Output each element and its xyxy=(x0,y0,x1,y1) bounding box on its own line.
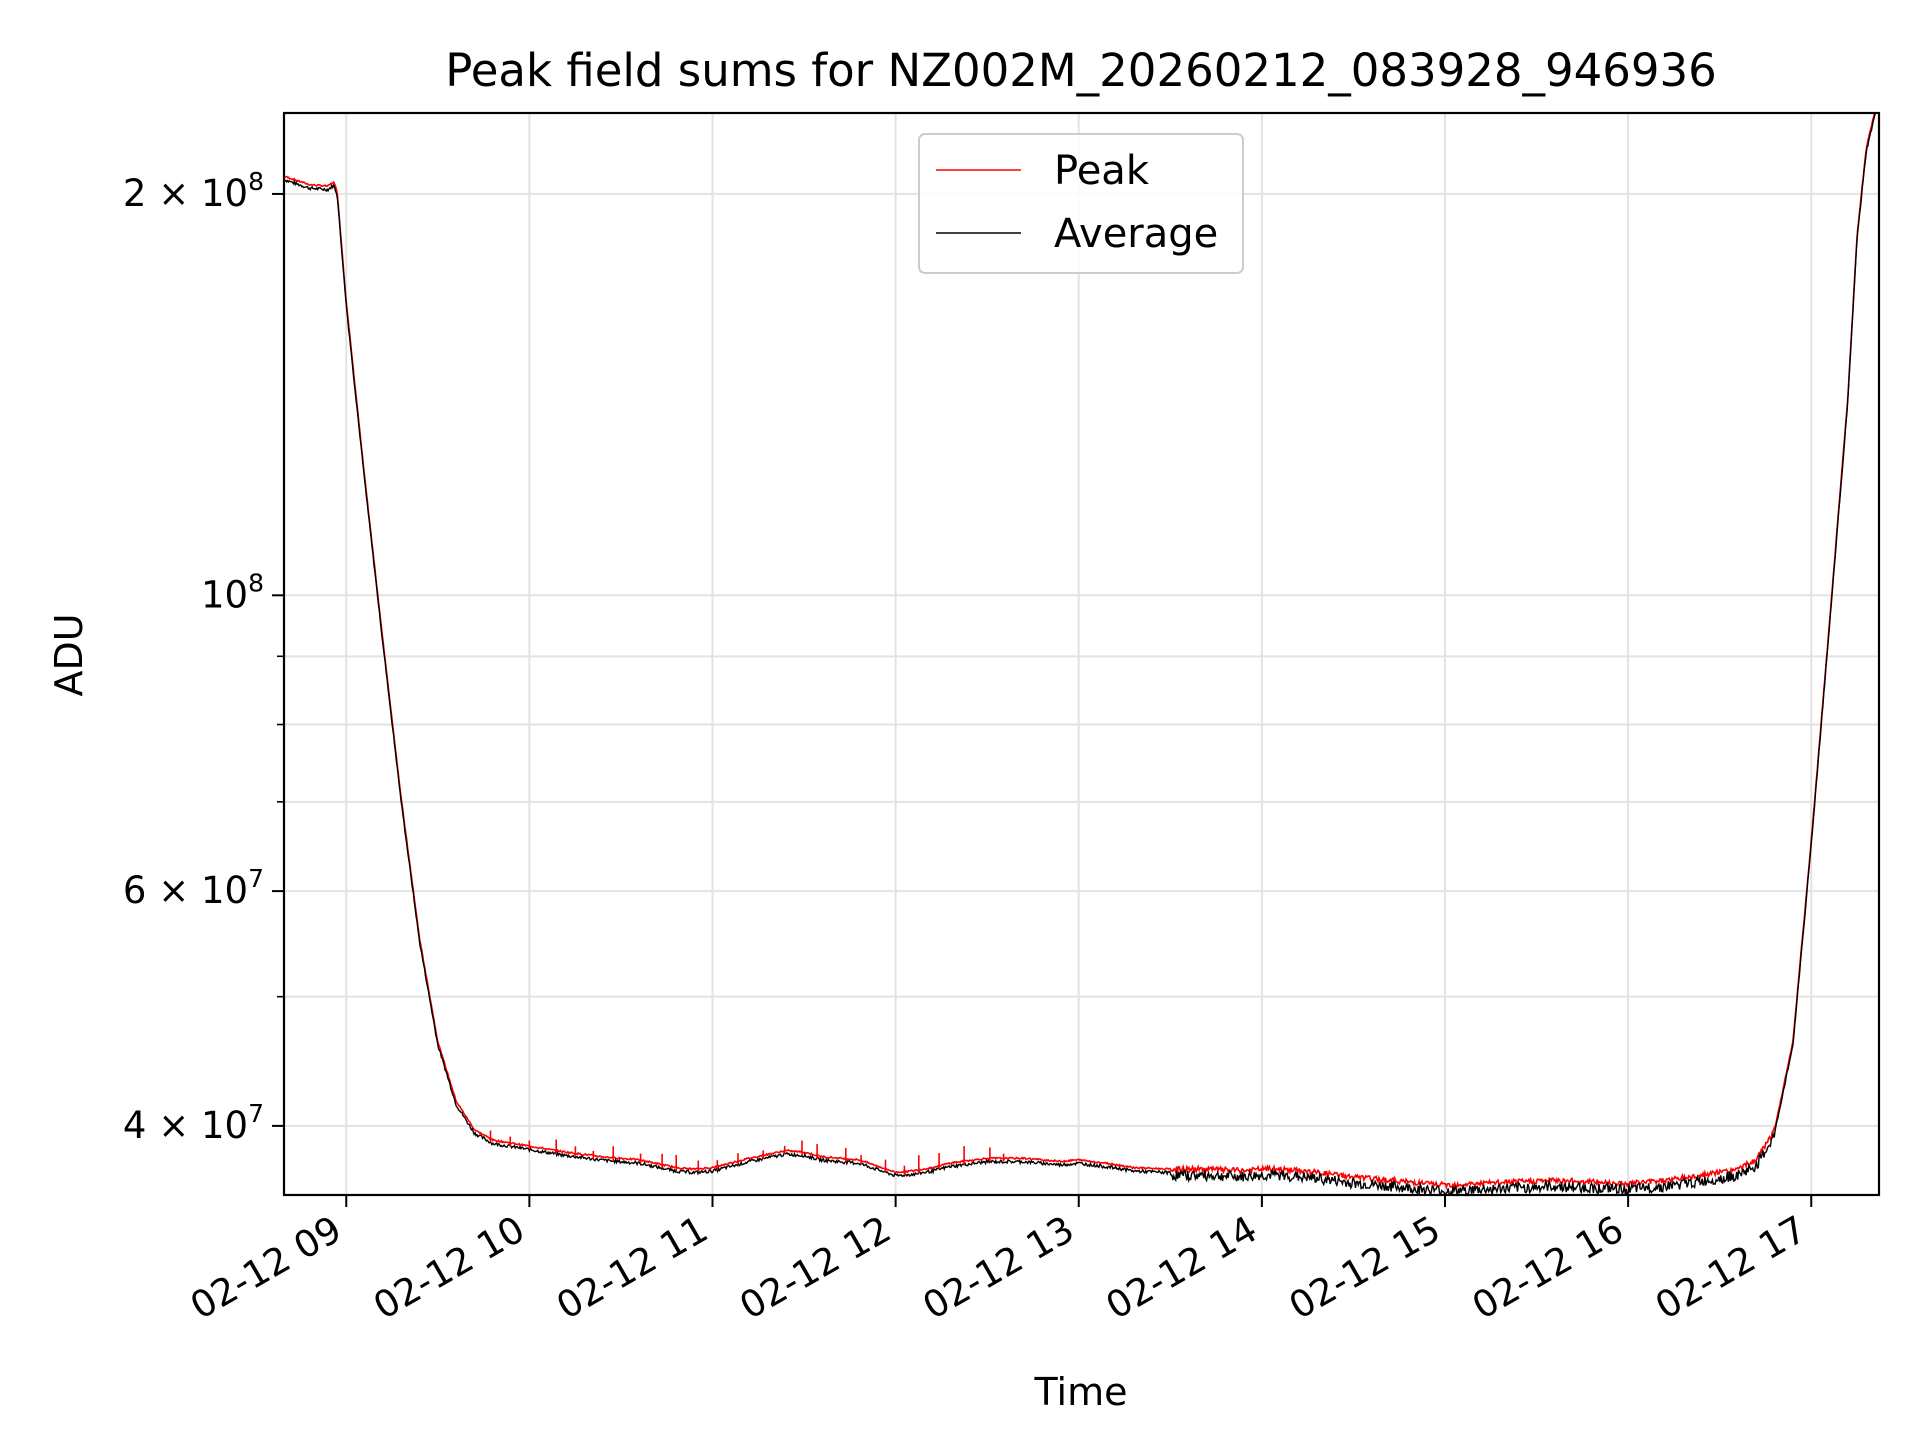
series-layer xyxy=(283,112,1876,1197)
y-tick-exponent: 7 xyxy=(248,864,264,893)
chart-title: Peak field sums for NZ002M_20260212_0839… xyxy=(445,44,1717,97)
y-tick-base: 10 xyxy=(201,1104,248,1147)
y-tick-mantissa: 6 xyxy=(123,869,147,912)
average-series-line xyxy=(283,112,1876,1197)
peak-series-line xyxy=(283,112,1876,1191)
y-tick-exponent: 7 xyxy=(248,1099,264,1128)
y-tick-label: 108 xyxy=(201,568,264,616)
y-tick-times: × xyxy=(146,172,201,215)
y-tick-base: 10 xyxy=(201,172,248,215)
y-axis-label: ADU xyxy=(47,613,91,696)
legend-average-label: Average xyxy=(1054,211,1218,257)
y-tick-label: 2 × 108 xyxy=(123,167,264,215)
y-tick-label: 6 × 107 xyxy=(123,864,264,912)
y-tick-base: 10 xyxy=(201,869,248,912)
legend-peak-label: Peak xyxy=(1054,148,1150,194)
y-tick-mantissa: 2 xyxy=(123,172,147,215)
plot-frame xyxy=(282,111,1881,1197)
x-axis-label: Time xyxy=(1034,1370,1128,1414)
y-tick-times: × xyxy=(146,869,201,912)
plot-background xyxy=(284,113,1879,1195)
y-tick-exponent: 8 xyxy=(248,167,264,196)
y-tick-exponent: 8 xyxy=(248,568,264,597)
y-tick-base: 10 xyxy=(201,573,248,616)
y-tick-times: × xyxy=(146,1104,201,1147)
gridlines xyxy=(284,113,1879,1195)
y-tick-mantissa: 4 xyxy=(123,1104,147,1147)
legend: Peak Average xyxy=(918,133,1244,274)
legend-box xyxy=(918,133,1244,274)
y-tick-label: 4 × 107 xyxy=(123,1099,264,1147)
